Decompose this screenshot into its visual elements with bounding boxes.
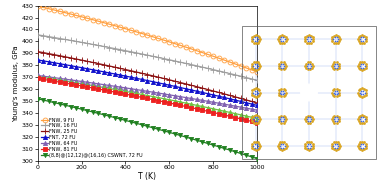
Legend: FNW, 9 FU, FNW, 16 FU, FNW, 25 FU, FNT, 72 FU, FNW, 64 FU, FNW, 81 FU, (8,8)@(12: FNW, 9 FU, FNW, 16 FU, FNW, 25 FU, FNT, … bbox=[40, 116, 144, 159]
Y-axis label: Young's modulus, GPa: Young's modulus, GPa bbox=[13, 45, 19, 122]
X-axis label: T (K): T (K) bbox=[138, 171, 156, 181]
Circle shape bbox=[301, 84, 317, 101]
